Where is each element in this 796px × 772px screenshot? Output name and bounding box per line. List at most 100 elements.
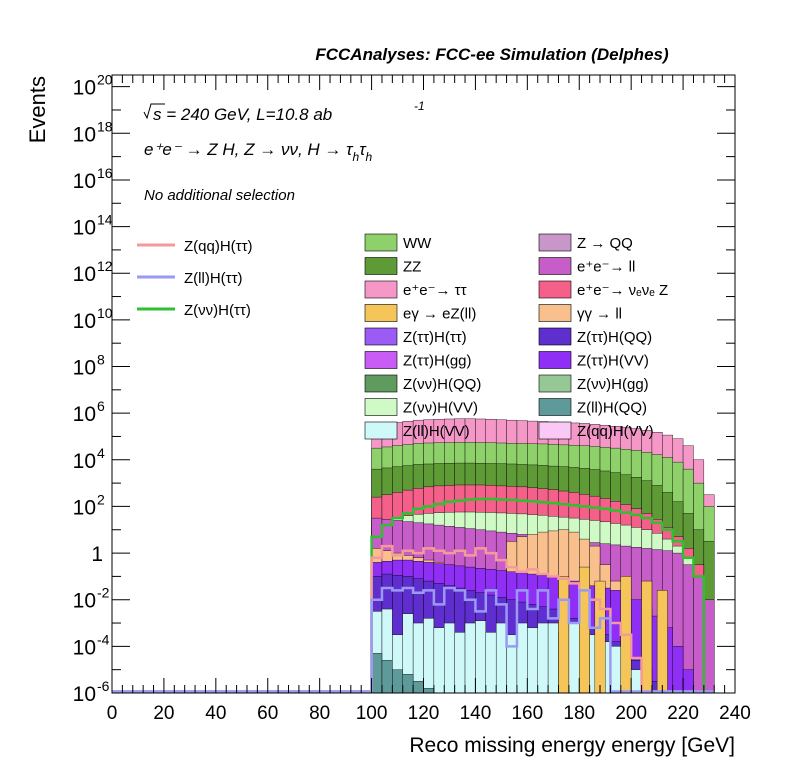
legend-box-swatch — [364, 257, 398, 275]
stack-bar — [444, 622, 455, 694]
legend-box-label: e⁺e⁻→ ττ — [403, 282, 467, 299]
line-layer — [112, 497, 715, 693]
stack-series-9 — [371, 608, 653, 694]
stack-bar — [630, 669, 642, 694]
x-tick-label: 240 — [719, 703, 751, 724]
y-tick-exponent: -4 — [97, 631, 110, 647]
stack-bar — [682, 669, 694, 694]
stack-bar — [433, 627, 445, 694]
x-tick-label: 160 — [511, 703, 543, 724]
x-tick-label: 100 — [356, 703, 388, 724]
legend-box-label: WW — [403, 235, 432, 252]
stack-series-10 — [371, 653, 435, 694]
legend-box-label: Z(ττ)H(ττ) — [403, 329, 467, 346]
y-tick-label: 10 — [73, 357, 96, 380]
legend-box-label: γγ → ll — [577, 306, 622, 323]
legend-lines: Z(qq)H(ττ) Z(ll)H(ττ) Z(νν)H(ττ) — [137, 238, 253, 319]
bar — [594, 580, 606, 694]
lumi-exponent: -1 — [414, 99, 425, 113]
y-tick-label: 10 — [73, 170, 96, 193]
legend-box-swatch — [364, 351, 398, 369]
header-title: FCCAnalyses: FCC-ee Simulation (Delphes) — [315, 45, 669, 64]
legend-box-label: Z(νν)H(gg) — [577, 376, 649, 393]
annotation-energy: s = 240 GeV, L=10.8 ab -1 — [143, 99, 425, 124]
legend-box-label: e⁺e⁻→ ll — [577, 259, 635, 276]
legend-box-swatch — [538, 304, 572, 322]
legend-box-label: Z → QQ — [577, 235, 633, 252]
legend-line-label: Z(νν)H(ττ) — [184, 302, 251, 319]
sqrt-symbol — [143, 103, 165, 120]
bar — [558, 576, 570, 694]
annotation-process: e⁺e⁻ → Z H, Z → νν, H → τhτh — [144, 140, 373, 164]
stack-bar — [506, 634, 518, 694]
legend-box-swatch — [538, 280, 572, 299]
y-tick-exponent: 8 — [97, 352, 105, 368]
legend-box-swatch — [364, 398, 398, 416]
legend-box-swatch — [538, 327, 572, 346]
process-text: e⁺e⁻ → Z H, Z → νν, H → τ — [144, 140, 354, 159]
y-tick-exponent: 20 — [97, 72, 113, 88]
legend-box-label: Z(ll)H(QQ) — [577, 400, 647, 417]
legend-box-label: Z(ττ)H(QQ) — [577, 329, 652, 346]
x-tick-label: 200 — [615, 703, 647, 724]
legend-boxes: WW Z → QQ ZZ e⁺e⁻→ ll e⁺e⁻→ ττ e⁺e⁻→ νₑνₑ Z eγ… — [364, 233, 668, 440]
legend-box-label: e⁺e⁻→ νₑνₑ Z — [577, 282, 668, 299]
svg-text:s = 240 GeV, L=10.8 ab: s = 240 GeV, L=10.8 ab — [153, 105, 332, 124]
bar — [641, 580, 653, 694]
line-series-0 — [112, 497, 715, 693]
energy-sqrt: s — [153, 105, 162, 124]
x-tick-label: 40 — [205, 703, 226, 724]
stack-bar — [464, 622, 476, 694]
annotation-selection: No additional selection — [144, 187, 295, 204]
legend-box-label: Z(ττ)H(gg) — [403, 353, 472, 370]
x-tick-label: 20 — [153, 703, 174, 724]
y-tick-exponent: 4 — [97, 445, 105, 461]
stack-bar — [537, 622, 549, 694]
stack-bar — [495, 622, 507, 694]
y-tick-label: 10 — [73, 263, 96, 286]
x-tick-label: 0 — [107, 703, 118, 724]
y-tick-label: 1 — [91, 543, 103, 566]
bar — [579, 566, 590, 694]
stack-bar — [527, 627, 538, 694]
y-tick-exponent: -2 — [97, 585, 110, 601]
y-tick-label: 10 — [73, 636, 96, 659]
x-axis-title: Reco missing energy energy [GeV] — [409, 734, 735, 757]
stack-bar — [423, 688, 435, 694]
legend-box-swatch — [364, 374, 398, 393]
legend-box-label: Z(qq)H(VV) — [577, 423, 654, 440]
y-tick-exponent: 12 — [97, 258, 113, 274]
legend-box-swatch — [538, 233, 572, 252]
legend-box-label: Z(ττ)H(VV) — [577, 353, 649, 370]
line-series-2 — [112, 586, 715, 693]
y-tick-exponent: 10 — [97, 305, 113, 321]
legend-box-swatch — [538, 398, 572, 416]
stack-bar — [392, 669, 403, 694]
y-tick-exponent: 6 — [97, 398, 105, 414]
process-sub-2: h — [366, 150, 373, 164]
y-tick-exponent: 14 — [97, 212, 113, 228]
legend-box-label: Z(νν)H(VV) — [403, 400, 478, 417]
legend-box-label: Z(νν)H(QQ) — [403, 376, 481, 393]
stack-bar — [703, 599, 715, 694]
stack-bar — [402, 674, 414, 694]
y-tick-exponent: 18 — [97, 118, 113, 134]
legend-box-swatch — [538, 257, 572, 275]
stack-bar — [568, 622, 580, 694]
legend-box-swatch — [364, 233, 398, 252]
legend-box-swatch — [364, 280, 398, 299]
x-tick-label: 220 — [667, 703, 699, 724]
stack-bar — [693, 576, 705, 694]
stack-bar — [672, 646, 684, 694]
y-tick-label: 10 — [73, 217, 96, 240]
legend-box-swatch — [364, 304, 398, 322]
legend-box-swatch — [364, 421, 398, 440]
legend-line-label: Z(qq)H(ττ) — [184, 238, 253, 255]
y-tick-label: 10 — [73, 450, 96, 473]
stack-bar — [610, 646, 621, 694]
x-tick-label: 80 — [309, 703, 330, 724]
stack-bar — [475, 620, 487, 694]
y-tick-label: 10 — [73, 590, 96, 613]
